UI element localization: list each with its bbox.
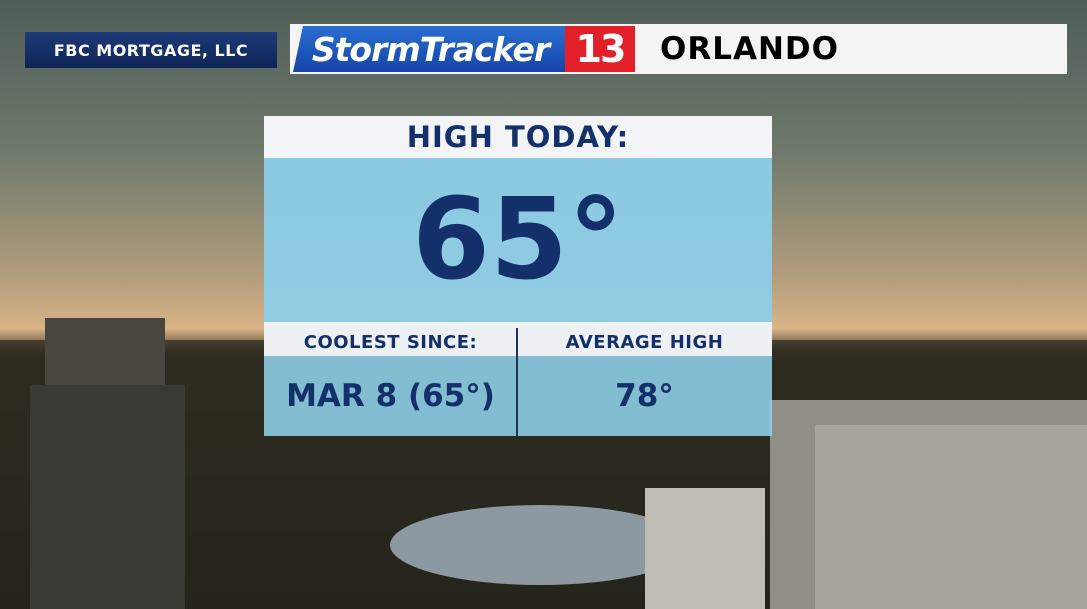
divider: [516, 328, 518, 436]
location: ORLANDO: [660, 31, 839, 67]
logo-number: 13: [565, 26, 635, 72]
stat-label: AVERAGE HIGH: [517, 328, 772, 356]
sponsor: FBC MORTGAGE, LLC: [25, 32, 277, 68]
logo-brand: StormTracker: [293, 26, 568, 72]
panel-title: HIGH TODAY:: [264, 116, 772, 158]
stat-value: 78°: [517, 356, 772, 436]
stat-value: MAR 8 (65°): [264, 356, 517, 436]
separator: [264, 322, 772, 328]
stat-label: COOLEST SINCE:: [264, 328, 517, 356]
high-value: 65°: [264, 158, 772, 322]
